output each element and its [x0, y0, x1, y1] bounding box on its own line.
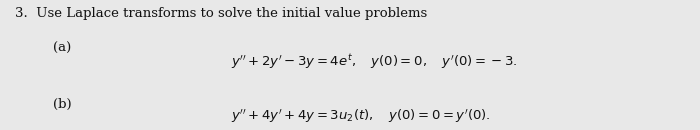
Text: (a): (a) [52, 42, 71, 55]
Text: (b): (b) [52, 98, 71, 110]
Text: 3.  Use Laplace transforms to solve the initial value problems: 3. Use Laplace transforms to solve the i… [15, 6, 428, 20]
Text: $y'' + 2y' - 3y = 4e^{t}, \quad y(0) = 0, \quad y'(0) = -3.$: $y'' + 2y' - 3y = 4e^{t}, \quad y(0) = 0… [231, 52, 517, 71]
Text: $y'' + 4y' + 4y = 3u_2(t), \quad y(0) = 0 = y'(0).$: $y'' + 4y' + 4y = 3u_2(t), \quad y(0) = … [231, 108, 491, 125]
